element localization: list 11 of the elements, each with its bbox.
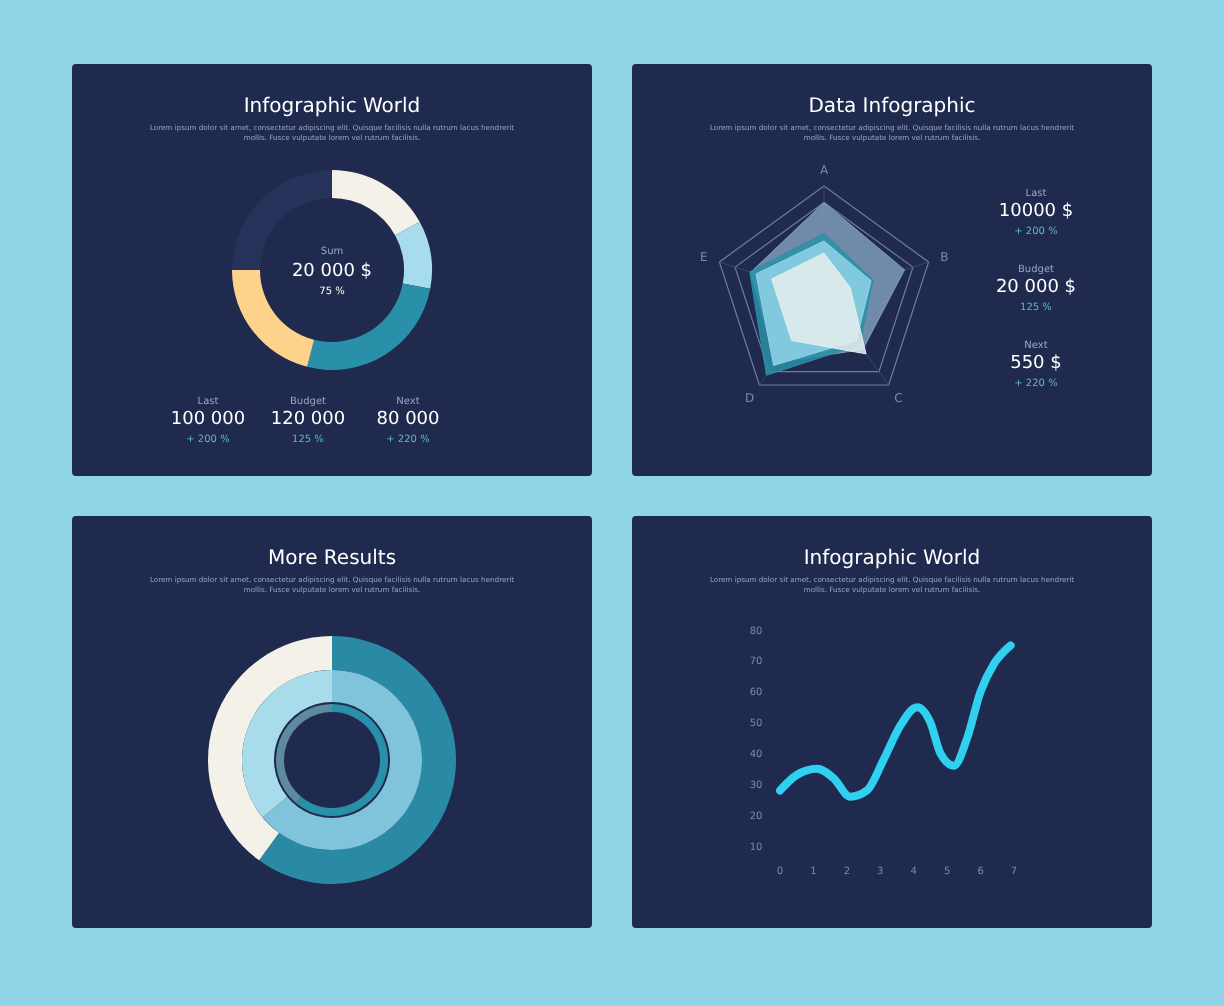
text: 120 000: [270, 410, 346, 430]
text: 550 $: [1010, 354, 1062, 374]
chart-title: Infographic World: [803, 548, 981, 570]
text: 20 000 $: [995, 278, 1077, 298]
chart-title: More Results: [267, 548, 397, 570]
text: 20 000 $: [291, 262, 373, 282]
chart-title: Data Infographic: [808, 96, 976, 118]
text: 100 000: [170, 410, 246, 430]
chart-title: Infographic World: [243, 96, 421, 118]
text: 10000 $: [998, 202, 1074, 222]
text: 80 000: [376, 410, 441, 430]
